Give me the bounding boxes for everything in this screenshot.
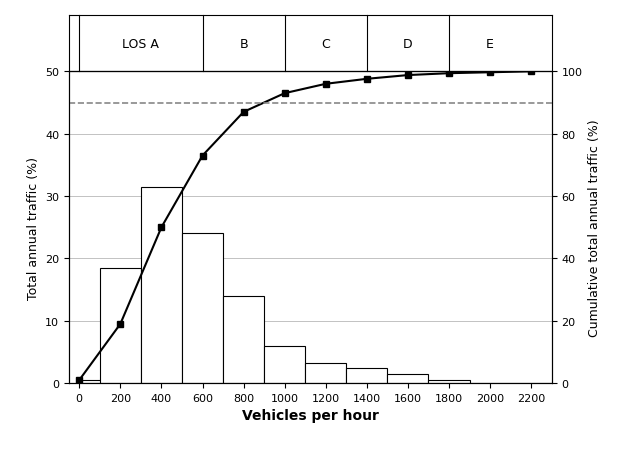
Bar bbox=[182, 234, 223, 383]
Bar bbox=[428, 380, 470, 383]
Text: B: B bbox=[240, 38, 248, 51]
Bar bbox=[141, 187, 182, 383]
Bar bbox=[79, 380, 120, 383]
Bar bbox=[305, 364, 346, 383]
Text: D: D bbox=[403, 38, 413, 51]
Y-axis label: Total annual traffic (%): Total annual traffic (%) bbox=[26, 156, 40, 299]
Bar bbox=[387, 374, 428, 383]
X-axis label: Vehicles per hour: Vehicles per hour bbox=[242, 409, 379, 423]
Bar bbox=[264, 346, 305, 383]
Y-axis label: Cumulative total annual traffic (%): Cumulative total annual traffic (%) bbox=[588, 119, 601, 336]
Text: LOS A: LOS A bbox=[122, 38, 159, 51]
Bar bbox=[100, 268, 141, 383]
Bar bbox=[223, 296, 264, 383]
Text: E: E bbox=[486, 38, 494, 51]
Bar bbox=[346, 368, 387, 383]
Text: C: C bbox=[322, 38, 330, 51]
